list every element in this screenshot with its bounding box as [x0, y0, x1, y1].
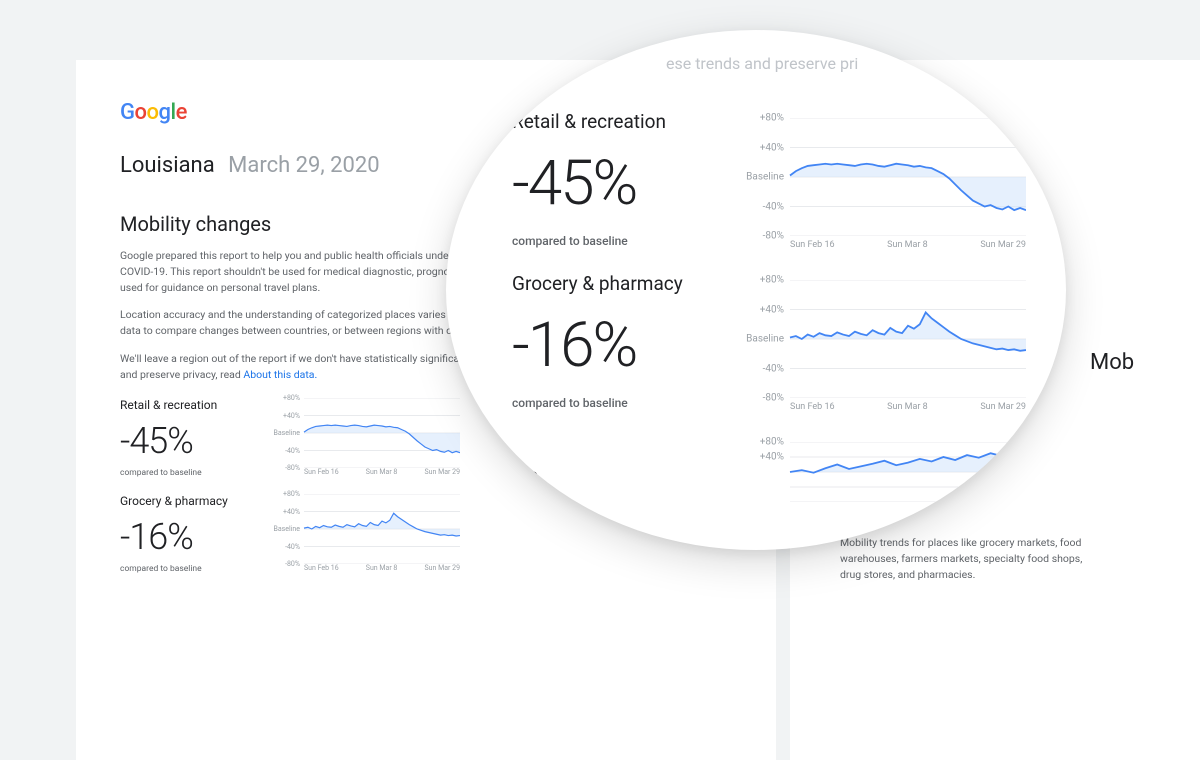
mag-parks-title: rks: [512, 464, 736, 502]
mag-retail-title: Retail & recreation: [512, 110, 736, 133]
mag-grocery-sub: compared to baseline: [512, 396, 736, 410]
mag-x-labels: Sun Feb 16Sun Mar 8Sun Mar 29: [736, 402, 1026, 412]
magnifier-lens: ese trends and preserve pri Retail & rec…: [446, 30, 1066, 550]
metric-retail-value: -45%: [120, 420, 270, 462]
mag-metric-grocery: Grocery & pharmacy -16% compared to base…: [512, 272, 1026, 412]
mag-grocery-value: -16%: [512, 309, 736, 382]
mag-chart-retail: +80%+40%Baseline-40%-80% Sun Feb 16Sun M…: [736, 110, 1026, 250]
metric-grocery-value: -16%: [120, 516, 270, 558]
mag-x-labels: Sun Feb 16Sun Mar 8Sun Mar 29: [736, 240, 1026, 250]
region-name: Louisiana: [120, 153, 215, 178]
metric-retail-sub: compared to baseline: [120, 468, 270, 478]
mag-retail-sub: compared to baseline: [512, 234, 736, 248]
report-date: March 29, 2020: [228, 153, 380, 178]
about-link[interactable]: About this data.: [243, 368, 317, 381]
right-title-fragment: Mob: [1090, 350, 1200, 375]
mag-metric-retail: Retail & recreation -45% compared to bas…: [512, 110, 1026, 250]
mag-top-fragment: ese trends and preserve pri: [666, 54, 858, 73]
chart-retail-small: +80%+40%Baseline-40%-80% Sun Feb 16Sun M…: [270, 398, 460, 478]
mag-grocery-title: Grocery & pharmacy: [512, 272, 736, 295]
metric-grocery-title: Grocery & pharmacy: [120, 494, 270, 508]
mag-chart-parks: +80%+40%: [736, 434, 1026, 502]
grocery-description: Mobility trends for places like grocery …: [840, 535, 1100, 582]
chart-grocery-small: +80%+40%Baseline-40%-80% Sun Feb 16Sun M…: [270, 494, 460, 574]
metric-retail-title: Retail & recreation: [120, 398, 270, 412]
mag-chart-grocery: +80%+40%Baseline-40%-80% Sun Feb 16Sun M…: [736, 272, 1026, 412]
mag-retail-value: -45%: [512, 147, 736, 220]
metric-grocery-sub: compared to baseline: [120, 564, 270, 574]
